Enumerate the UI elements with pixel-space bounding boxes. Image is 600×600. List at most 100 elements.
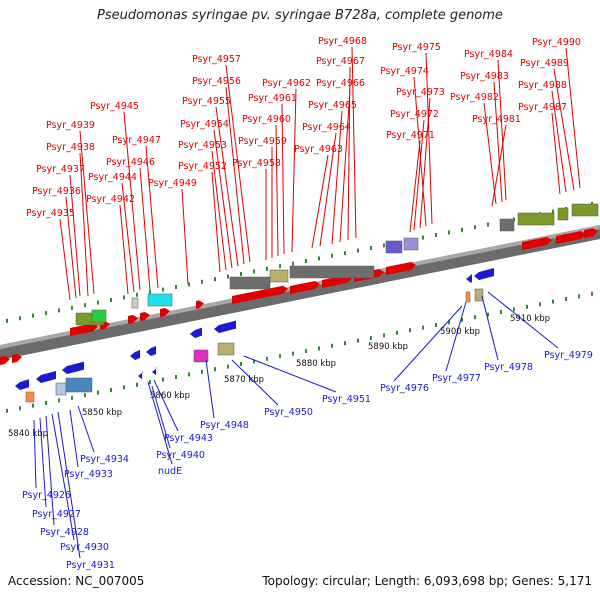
reverse-gene-arrow: [130, 350, 140, 360]
map-title: Pseudomonas syringae pv. syringae B728a,…: [97, 8, 503, 23]
tick-mark: [422, 325, 424, 330]
leader-line: [121, 182, 135, 293]
tick-mark: [487, 312, 489, 317]
tick-mark: [539, 302, 541, 307]
leader-line: [319, 132, 337, 247]
gene-label-top: Psyr_4935: [26, 208, 75, 219]
reverse-gene-arrow: [190, 327, 202, 338]
tick-mark: [292, 351, 294, 356]
leader-line: [413, 76, 427, 227]
leader-line: [409, 140, 421, 233]
tick-mark: [97, 390, 99, 395]
gene-label-bottom: Psyr_4950: [264, 407, 313, 418]
tick-mark: [162, 287, 164, 292]
tick-mark: [84, 303, 86, 308]
tick-mark: [487, 222, 489, 227]
tick-mark: [461, 317, 463, 322]
tick-mark: [149, 290, 151, 295]
gene-label-top: Psyr_4963: [294, 144, 343, 155]
leader-line: [551, 90, 567, 193]
leader-line: [231, 359, 279, 406]
gene-label-top: Psyr_4938: [46, 142, 95, 153]
leader-line: [425, 52, 433, 225]
tick-mark: [45, 401, 47, 405]
leader-line: [139, 167, 151, 291]
cog-feature: [403, 237, 419, 251]
gene-label-top: Psyr_4958: [232, 158, 281, 169]
gene-label-top: Psyr_4975: [392, 42, 441, 53]
forward-gene-arrow: [128, 315, 138, 324]
gene-label-top: Psyr_4989: [520, 58, 569, 69]
gene-label-top: Psyr_4965: [308, 100, 357, 111]
gene-label-bottom: Psyr_4979: [544, 350, 593, 361]
forward-gene-arrow: [584, 228, 598, 238]
kbp-label: 5910 kbp: [510, 314, 550, 324]
tick-mark: [565, 297, 567, 301]
leader-line: [69, 174, 81, 297]
gene-label-top: Psyr_4957: [192, 54, 241, 65]
leader-line: [551, 112, 561, 195]
gene-label-top: Psyr_4936: [32, 186, 81, 197]
gene-label-bottom: Psyr_4951: [322, 394, 371, 405]
forward-gene-arrow: [556, 231, 586, 244]
gene-label-bottom: Psyr_4976: [380, 383, 429, 394]
cog-feature: [517, 212, 555, 226]
gene-label-top: Psyr_4982: [450, 92, 499, 103]
tick-mark: [45, 311, 47, 315]
cog-feature: [193, 349, 209, 363]
tick-mark: [448, 320, 450, 325]
tick-mark: [513, 307, 515, 312]
tick-mark: [253, 269, 255, 274]
gene-label-top: Psyr_4946: [106, 157, 155, 168]
leader-line: [65, 196, 77, 299]
gene-label-top: Psyr_4971: [386, 130, 435, 141]
leader-line: [225, 64, 251, 263]
gene-label-top: Psyr_4984: [464, 49, 513, 60]
label-leaders: [33, 46, 581, 559]
tick-mark: [123, 385, 125, 390]
tick-mark: [6, 408, 8, 413]
tick-mark: [305, 259, 307, 263]
leader-line: [45, 415, 55, 526]
leader-line: [565, 47, 581, 189]
gene-label-bottom: Psyr_4928: [40, 527, 89, 538]
tick-mark: [591, 291, 593, 296]
leader-line: [311, 154, 329, 249]
cog-feature: [55, 382, 67, 396]
forward-gene-arrow: [0, 356, 10, 365]
gene-label-bottom: Psyr_4931: [66, 560, 115, 571]
tick-mark: [240, 272, 242, 276]
tick-mark: [110, 388, 112, 392]
tick-mark: [357, 338, 359, 343]
leader-line: [347, 66, 351, 241]
kbp-label: 5870 kbp: [224, 375, 264, 385]
tick-mark: [292, 261, 294, 266]
gene-label-bottom: Psyr_4940: [156, 450, 205, 461]
tick-mark: [71, 395, 73, 400]
leader-line: [59, 218, 71, 301]
tick-mark: [370, 246, 372, 250]
gene-label-top: Psyr_4987: [518, 102, 567, 113]
leader-line: [413, 119, 425, 231]
kbp-label: 5880 kbp: [296, 359, 336, 369]
tick-mark: [318, 256, 320, 261]
kbp-label: 5900 kbp: [440, 327, 480, 337]
gene-label-top: Psyr_4954: [180, 119, 229, 130]
leader-line: [79, 152, 89, 297]
gene-label-bottom: Psyr_4926: [22, 490, 71, 501]
cog-feature: [571, 203, 599, 217]
tick-mark: [435, 233, 437, 237]
tick-mark: [136, 292, 138, 297]
forward-gene-arrow: [196, 300, 204, 309]
leader-line: [553, 68, 575, 191]
gene-label-top: Psyr_4953: [178, 140, 227, 151]
leader-line: [57, 411, 81, 559]
reverse-gene-arrow: [36, 371, 56, 383]
leader-line: [481, 295, 499, 361]
tick-mark: [19, 316, 21, 321]
gene-label-top: Psyr_4983: [460, 71, 509, 82]
gene-label-top: Psyr_4967: [316, 56, 365, 67]
forward-gene-arrow: [12, 354, 22, 363]
leader-line: [215, 106, 239, 267]
tick-mark: [552, 209, 554, 214]
